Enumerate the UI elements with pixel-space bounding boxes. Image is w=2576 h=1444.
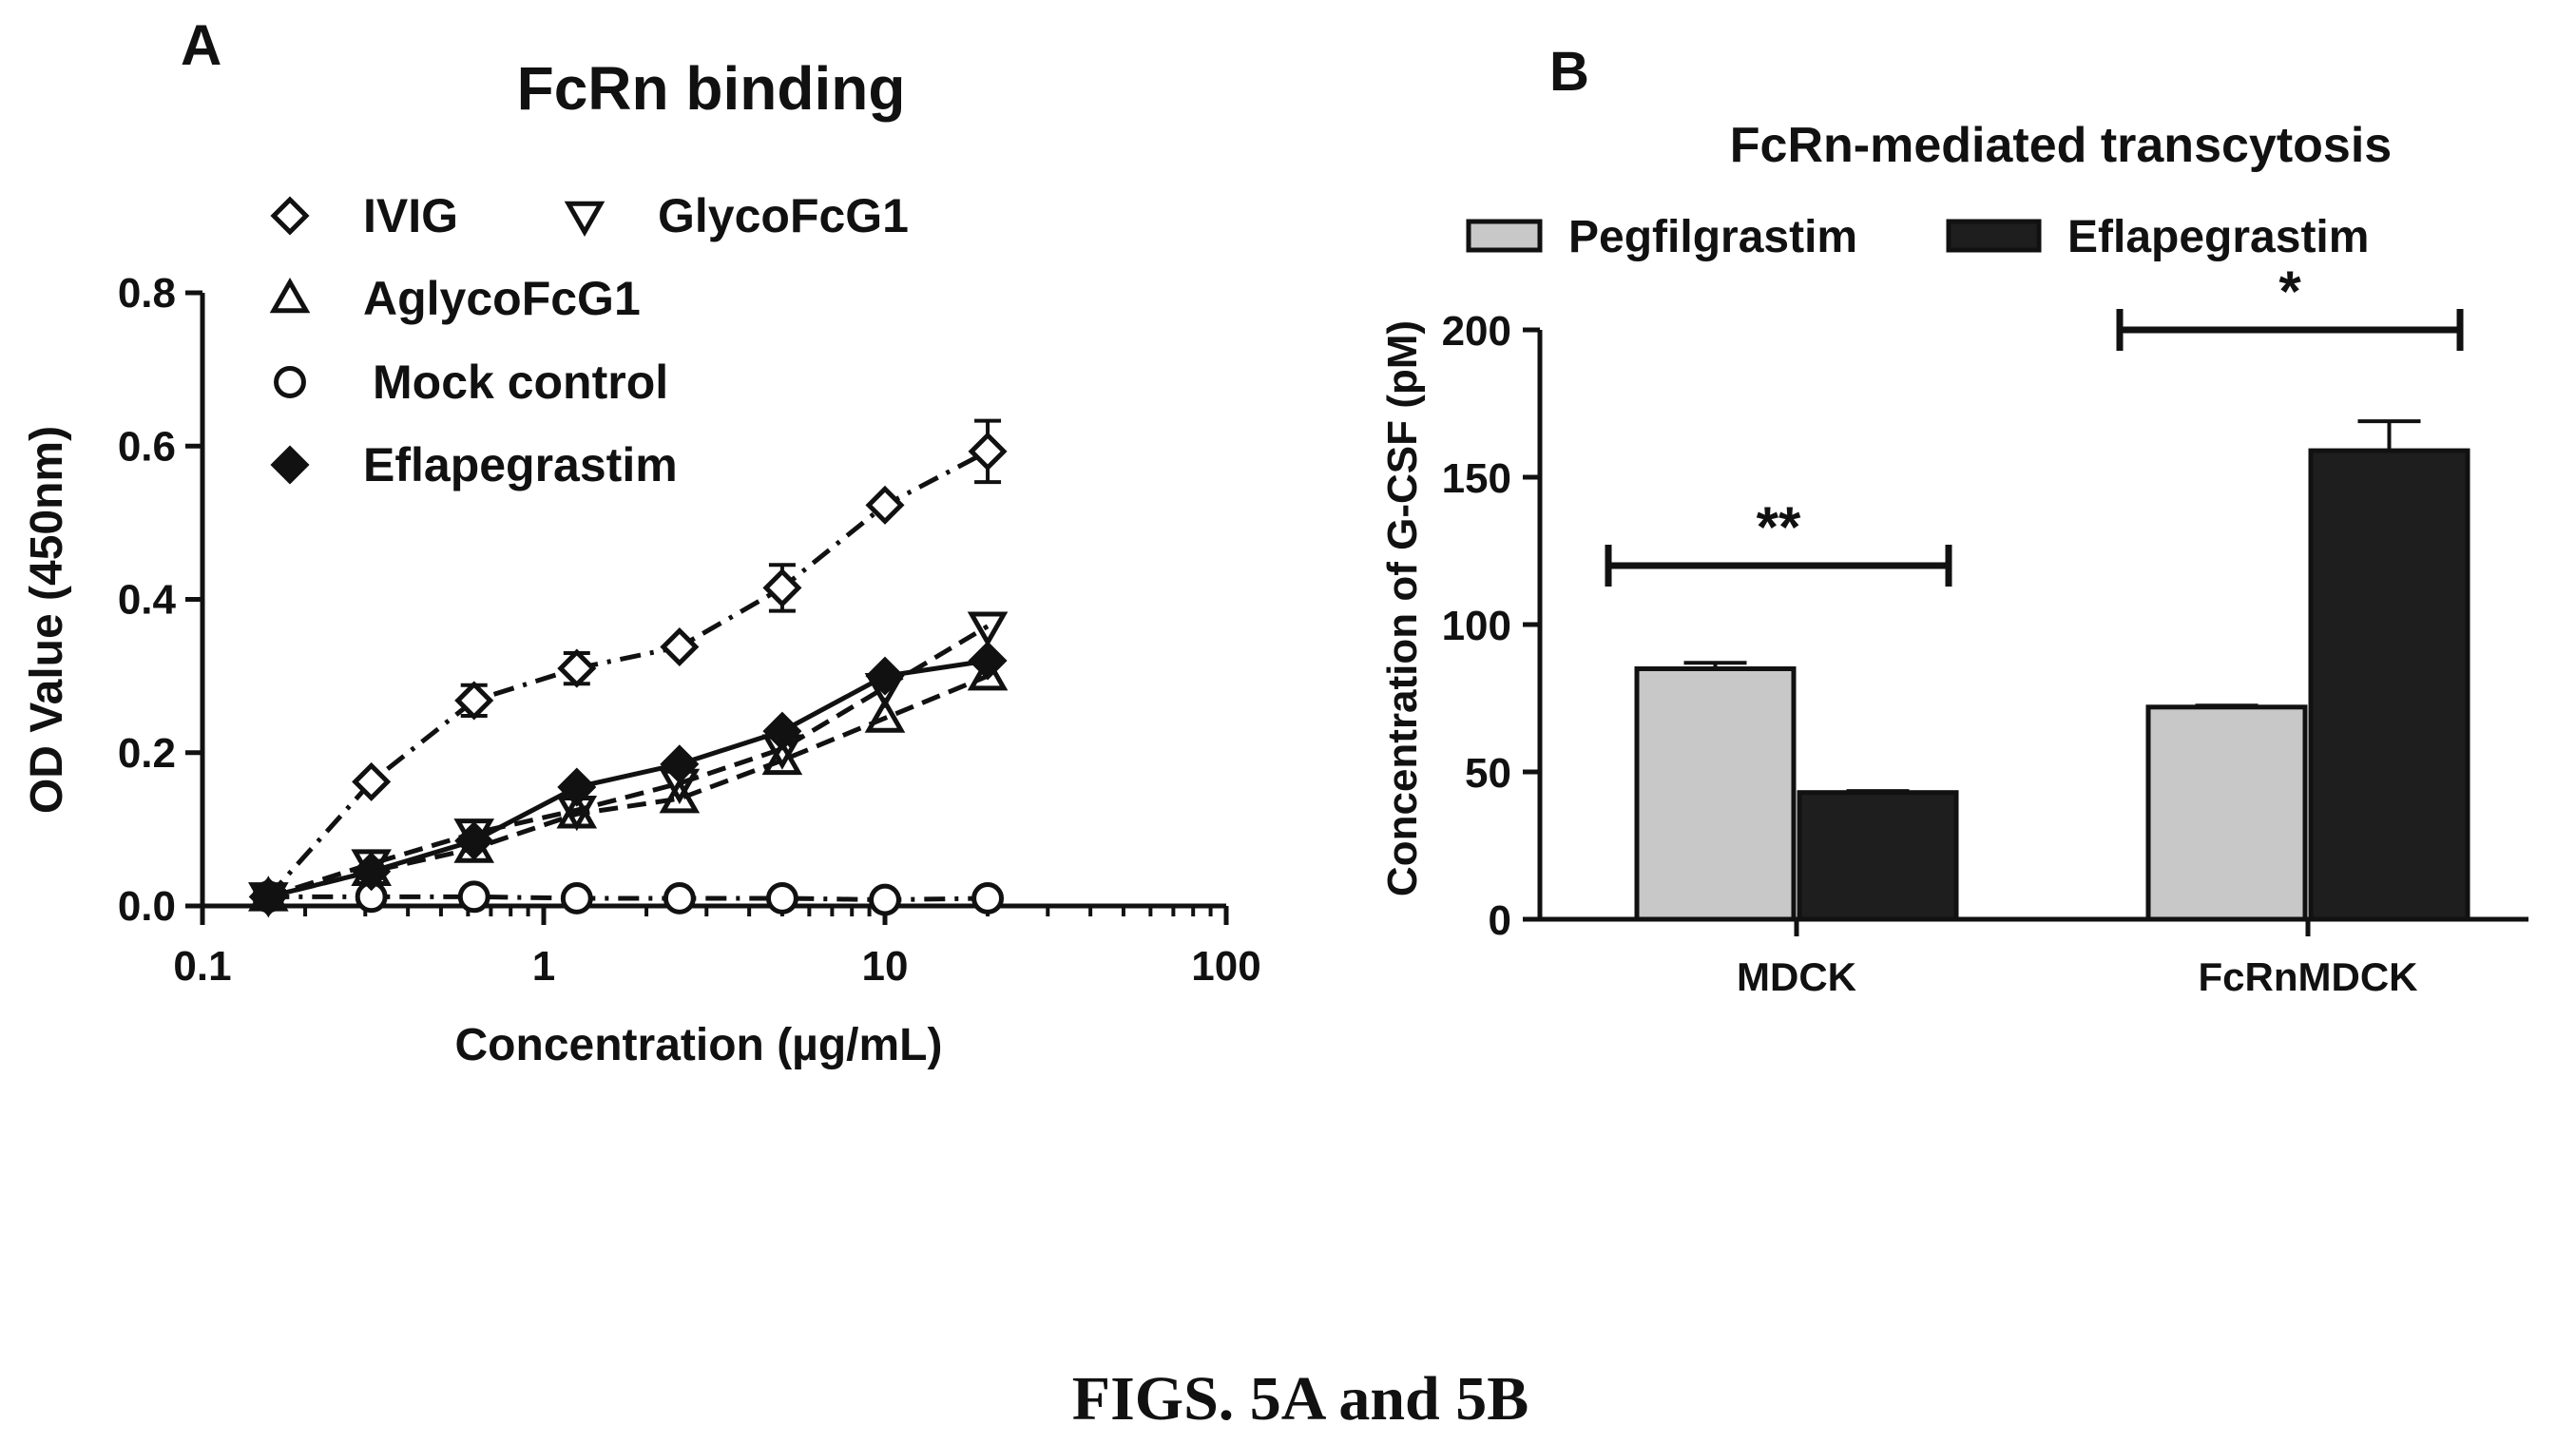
panel-a-legend-label: AglycoFcG1 [363,272,641,325]
panel-b-y-axis-label: Concentration of G-CSF (pM) [1379,320,1426,896]
panel-b-y-tick-label: 200 [1442,308,1511,355]
panel-a-axes: 0.0 0.2 0.4 0.6 0.8 0.1 1 10 100 [118,270,1261,990]
panel-a-series-line [268,894,989,903]
panel-a-legend-label: IVIG [363,189,458,242]
panel-a-series-line [267,658,989,899]
panel-b-bars [1634,419,2470,922]
panel-b-legend-swatch [1946,219,2042,253]
panel-a-y-tick-label: 0.6 [118,423,176,470]
panel-a-legend-label: GlycoFcG1 [658,189,909,242]
panel-b-x-tick-label: MDCK [1737,954,1856,999]
panel-a-title: FcRn binding [517,54,906,123]
panel-a-data-point [762,711,802,751]
panel-b-bar [2308,448,2470,922]
panel-a-letter: A [181,13,221,77]
panel-a-data-point [663,881,696,915]
panel-a-data-point [865,656,905,696]
panel-a-legend-label: Eflapegrastim [363,438,678,491]
panel-a-data-point [971,881,1005,915]
panel-b-bar [2145,704,2308,922]
panel-a-data-point [968,641,1008,681]
panel-a-data-point [660,626,700,667]
panel-a-legend-marker [270,196,310,236]
panel-a-data-point [968,432,1008,472]
panel-a-legend: IVIG GlycoFcG1 AglycoFcG1 Mock control Eflap… [269,189,909,491]
panel-a-data-point [865,485,905,525]
panel-a-x-tick-label: 1 [532,943,555,990]
panel-a-data-point [457,880,490,914]
panel-b-bar [1797,790,1959,922]
panel-a-data-point [869,883,901,916]
panel-a-data-point [967,611,1009,647]
panel-a-data-point [352,761,392,801]
panel-b-legend-swatch [1466,219,1543,253]
panel-a-y-tick-label: 0.4 [118,577,177,624]
panel-a-data-point [864,697,906,733]
panel-b-significance-label: ** [1757,495,1801,559]
panel-a-data-point [660,744,700,784]
panel-b-legend-label: Pegfilgrastim [1568,212,1857,262]
panel-a-data-point [557,648,597,688]
panel-a-data-point [659,778,701,814]
panel-a-data-point [352,852,392,892]
panel-a-data-point [557,767,597,807]
panel-b: B FcRn-mediated transcytosis Pegfilgrast… [1379,41,2528,999]
panel-a-series-line [266,449,990,898]
panel-a-legend-label: Mock control [373,356,668,409]
panel-b-y-tick-label: 100 [1442,603,1511,649]
panel-b-title: FcRn-mediated transcytosis [1730,118,2392,173]
panel-a-x-tick-label: 0.1 [173,943,231,990]
panel-a-data-point [967,655,1009,691]
panel-b-y-tick-label: 150 [1442,455,1511,502]
panel-b-bar [1634,666,1797,922]
panel-a-data-point [761,739,803,776]
panel-a-data-point [454,681,494,721]
panel-a-x-tick-label: 10 [862,943,909,990]
panel-a-legend-marker [564,201,606,238]
panel-a-series-line [267,624,990,899]
panel-a-x-tick-label: 100 [1191,943,1260,990]
panel-b-x-tick-label: FcRnMDCK [2199,954,2418,999]
panel-a-data-point [762,568,802,607]
panel-b-legend: Pegfilgrastim Eflapegrastim [1466,212,2369,262]
panel-a-data-point [765,881,798,915]
panel-a-series [248,418,1009,918]
panel-b-legend-label: Eflapegrastim [2067,212,2369,262]
panel-a-y-axis-label: OD Value (450nm) [22,426,72,814]
panel-a-legend-marker [270,445,310,485]
panel-a-series-group [248,641,1008,916]
panel-a-data-point [556,793,598,829]
panel-a-y-tick-label: 0.0 [118,883,176,930]
panel-a-data-point [454,820,494,861]
panel-a-legend-marker [274,366,306,398]
panel-a-series-group [252,880,1005,916]
figure-caption: FIGS. 5A and 5B [1072,1364,1529,1434]
panel-a-y-tick-label: 0.2 [118,730,176,777]
panel-a-x-axis-label: Concentration (µg/mL) [455,1020,943,1070]
panel-b-letter: B [1549,41,1589,103]
panel-a-data-point [560,881,593,915]
panel-a-y-tick-label: 0.8 [118,270,176,317]
panel-b-y-tick-label: 0 [1489,897,1511,944]
panel-a: A FcRn binding IVIG GlycoFcG1 AglycoFcG1 Mo… [22,13,1261,1070]
panel-a-legend-marker [269,277,311,314]
panel-b-significance: *** [1605,260,2464,587]
panel-b-y-tick-label: 50 [1465,750,1511,797]
panel-b-significance-label: * [2278,260,2301,323]
panel-a-data-point [248,876,288,916]
